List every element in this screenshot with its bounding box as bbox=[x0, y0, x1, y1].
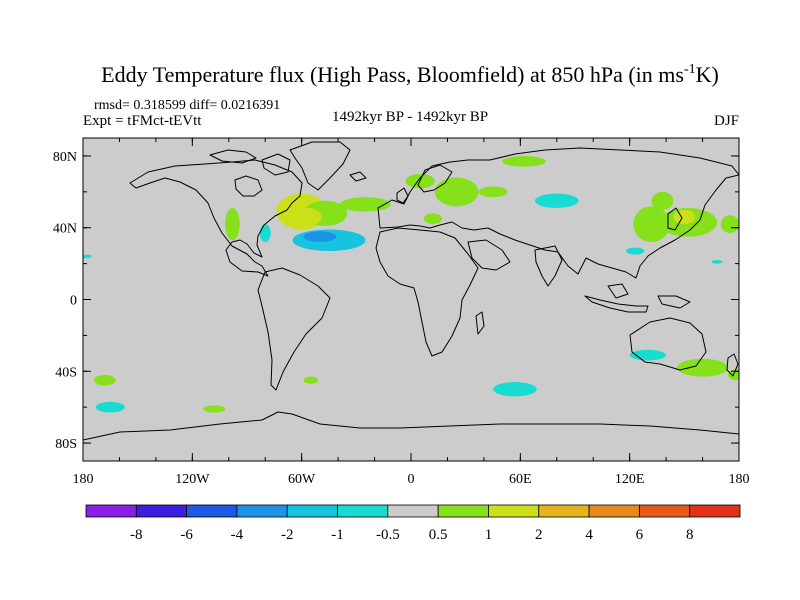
anomaly-patch bbox=[83, 254, 93, 259]
y-tick-label: 80N bbox=[53, 150, 77, 165]
x-tick-label: 120E bbox=[615, 472, 645, 487]
y-tick-label: 40S bbox=[55, 365, 77, 380]
colorbar-label: 1 bbox=[485, 527, 493, 543]
coastline-new-zealand bbox=[726, 353, 739, 377]
coastline-antarctica bbox=[83, 411, 739, 441]
anomaly-patch bbox=[677, 358, 729, 377]
experiment-label: Expt = tFMct-tEVtt bbox=[83, 113, 202, 129]
x-tick-label: 60W bbox=[288, 472, 316, 487]
coastline-arabia bbox=[467, 239, 511, 271]
colorbar-swatch bbox=[135, 504, 188, 518]
coastline-africa bbox=[375, 227, 479, 357]
anomaly-patch bbox=[292, 207, 322, 226]
colorbar-swatch bbox=[286, 504, 338, 518]
colorbar-label: 6 bbox=[636, 527, 644, 543]
axis-ticks: 180 120W 60W 0 60E 120E 180 80N 40N 0 40S 80S bbox=[53, 138, 750, 487]
chart-title: Eddy Temperature flux (High Pass, Bloomf… bbox=[101, 62, 719, 87]
anomaly-patch bbox=[629, 349, 667, 361]
colorbar-label: -0.5 bbox=[376, 527, 400, 543]
coastline-baffin bbox=[261, 153, 291, 176]
y-tick-label: 40N bbox=[53, 222, 77, 237]
anomaly-patch bbox=[303, 231, 337, 243]
coastline-new-guinea bbox=[657, 295, 691, 309]
colorbar-swatch bbox=[588, 504, 640, 518]
x-tick-label: 180 bbox=[73, 472, 94, 487]
y-tick-label: 0 bbox=[70, 294, 77, 309]
stats-label: rmsd= 0.318599 diff= 0.0216391 bbox=[94, 98, 280, 113]
anomaly-patch bbox=[651, 191, 674, 210]
coastline-japan bbox=[667, 207, 683, 231]
x-tick-label: 120W bbox=[175, 472, 210, 487]
x-tick-label: 180 bbox=[729, 472, 750, 487]
colorbar-swatch bbox=[538, 504, 590, 518]
map-background bbox=[83, 138, 739, 461]
anomaly-patch bbox=[720, 215, 739, 234]
colorbar-swatch bbox=[236, 504, 288, 518]
coastline-india bbox=[534, 245, 563, 287]
anomaly-patch bbox=[478, 186, 508, 198]
anomaly-patch bbox=[502, 155, 546, 167]
anomaly-patch bbox=[303, 376, 319, 384]
coastline-hudson-bay bbox=[234, 175, 263, 197]
anomaly-patch bbox=[259, 224, 271, 243]
anomaly-patch bbox=[434, 177, 479, 207]
coastline-eurasia bbox=[377, 147, 739, 279]
anomaly-patch bbox=[711, 260, 723, 264]
colorbar-swatch bbox=[488, 504, 540, 518]
colorbar-label: -1 bbox=[331, 527, 344, 543]
x-tick-label: 0 bbox=[408, 472, 415, 487]
colorbar-swatch bbox=[186, 504, 238, 518]
coastline-british-isles bbox=[396, 187, 409, 204]
coastline-iceland bbox=[349, 171, 367, 182]
x-tick-label: 60E bbox=[509, 472, 532, 487]
anomaly-patch bbox=[633, 206, 670, 243]
colorbar-swatch bbox=[437, 504, 489, 518]
coastlines bbox=[83, 141, 739, 441]
colorbar: -8 -6 -4 -2 -1 -0.5 0.5 1 2 4 6 8 bbox=[85, 504, 741, 543]
colorbar-label: 4 bbox=[585, 527, 593, 543]
anomaly-patch bbox=[95, 401, 125, 413]
coastline-australia bbox=[629, 317, 707, 371]
coastline-greenland bbox=[289, 141, 351, 191]
colorbar-label: -2 bbox=[281, 527, 294, 543]
coastline-borneo bbox=[607, 283, 629, 299]
season-label: DJF bbox=[714, 113, 739, 129]
anomaly-patch bbox=[203, 405, 226, 413]
colorbar-label: -6 bbox=[180, 527, 193, 543]
anomaly-patch bbox=[225, 207, 240, 241]
colorbar-swatch bbox=[689, 504, 741, 518]
coastline-indonesia bbox=[584, 295, 649, 313]
anomaly-patch bbox=[93, 374, 116, 386]
anomaly-layer bbox=[83, 155, 739, 413]
y-tick-label: 80S bbox=[55, 437, 77, 452]
colorbar-swatch bbox=[638, 504, 691, 518]
colorbar-label: -8 bbox=[130, 527, 143, 543]
colorbar-swatch bbox=[85, 504, 137, 518]
coastline-north-america bbox=[129, 159, 303, 277]
colorbar-label: 8 bbox=[686, 527, 694, 543]
anomaly-patch bbox=[423, 213, 442, 225]
colorbar-swatch bbox=[337, 504, 389, 518]
anomaly-patch bbox=[673, 209, 696, 225]
anomaly-patch bbox=[626, 247, 645, 255]
colorbar-label: -4 bbox=[231, 527, 244, 543]
colorbar-label: 2 bbox=[535, 527, 543, 543]
coastline-arctic-islands bbox=[209, 149, 257, 164]
period-label: 1492kyr BP - 1492kyr BP bbox=[332, 109, 488, 125]
coastline-madagascar bbox=[475, 311, 485, 335]
coastline-scandinavia bbox=[417, 164, 453, 193]
coastline-south-america bbox=[257, 267, 331, 391]
anomaly-patch bbox=[534, 193, 579, 208]
colorbar-label: 0.5 bbox=[429, 527, 448, 543]
anomaly-patch bbox=[492, 382, 537, 397]
colorbar-swatch bbox=[387, 504, 439, 518]
